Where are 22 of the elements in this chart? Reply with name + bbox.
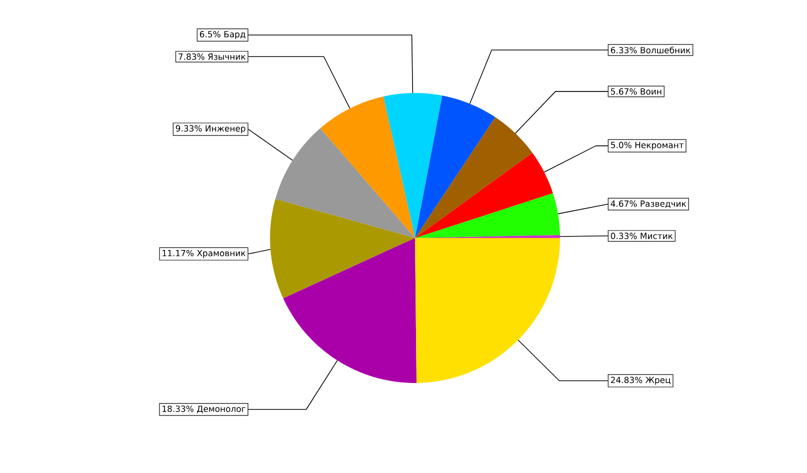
data-label: 11.17% <box>162 250 194 256</box>
data-label: 24.83% <box>610 376 642 384</box>
slice-label: Демонолог <box>197 406 246 414</box>
data-label: 7.83% <box>178 53 204 60</box>
data-label: 9.33% <box>176 125 202 132</box>
slice-label: Язычник <box>208 54 246 60</box>
slice-label: Жрец <box>646 376 670 385</box>
data-label: 6.5% <box>200 30 220 38</box>
slice-label: Инженер <box>206 125 246 134</box>
slice-label: Некромант <box>635 142 684 150</box>
slice-label: Разведчик <box>640 200 686 208</box>
slice-label: Бард <box>224 31 246 40</box>
data-label: 18.33% <box>162 406 194 412</box>
data-label: 0.33% <box>610 232 637 240</box>
slice-label: Волшебник <box>640 46 690 54</box>
data-label: 5.0% <box>611 142 632 148</box>
data-label: 5.67% <box>611 88 637 95</box>
slice-label: Храмовник <box>196 250 246 258</box>
data-label: 6.33% <box>610 46 637 54</box>
data-label: 4.67% <box>610 200 637 207</box>
slice-label: Воин <box>640 88 662 95</box>
slice-label: Мистик <box>640 232 673 240</box>
